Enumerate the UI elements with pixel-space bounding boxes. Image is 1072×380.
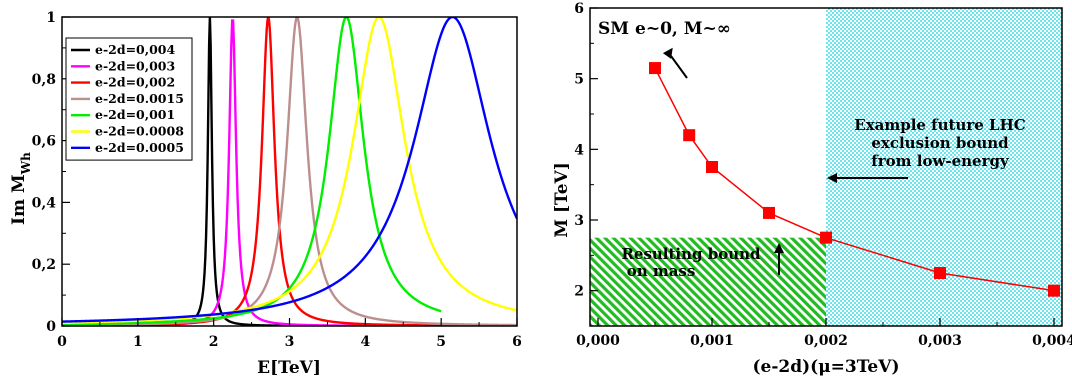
left-x-axis-label: E[TeV]: [257, 358, 321, 378]
right-x-tick-label: 0,002: [804, 333, 848, 349]
left-y-tick-label: 0,8: [32, 72, 56, 88]
left-y-axis-label: Im MWh: [9, 152, 33, 225]
left-legend-label: e-2d=0,003: [95, 58, 175, 73]
result-bound-line2: on mass: [627, 262, 696, 280]
right-x-tick-label: 0,000: [576, 333, 620, 349]
future-bound-line1: Example future LHC: [854, 116, 1025, 134]
right-y-tick-label: 4: [574, 142, 584, 158]
right-x-tick-label: 0,004: [1032, 333, 1072, 349]
left-x-tick-label: 2: [209, 334, 219, 350]
result-bound-line1: Resulting bound: [621, 245, 761, 263]
left-x-tick-label: 4: [360, 334, 370, 350]
left-y-tick-label: 0,2: [32, 257, 56, 273]
left-legend-label: e-2d=0.0005: [95, 140, 184, 155]
right-x-axis-label: (e-2d)(μ=3TeV): [753, 357, 900, 377]
right-data-point: [820, 231, 832, 244]
sm-annotation: SM e~0, M~∞: [598, 19, 731, 39]
right-data-point: [683, 129, 696, 142]
left-y-tick-label: 1: [46, 10, 56, 26]
sm-arrow: [662, 47, 688, 79]
resulting-bound-region: [590, 237, 826, 326]
left-legend-label: e-2d=0,004: [95, 42, 175, 57]
right-y-tick-label: 5: [574, 72, 584, 88]
right-chart: 0,000 0,001 0,002 0,003 0,004 2 3 4 5 6 M [TeV] (…: [552, 1, 1072, 377]
left-x-tick-label: 1: [133, 334, 143, 350]
left-chart: 0 1 2 3 4 5 6 0 0,2 0,4 0,6 0,8 1 Im MWh E[TeV] e-2d…: [9, 10, 522, 378]
left-legend-label: e-2d=0.0015: [95, 91, 184, 106]
left-legend-label: e-2d=0,002: [95, 75, 175, 90]
left-y-tick-label: 0,4: [32, 195, 57, 211]
left-x-tick-label: 6: [512, 334, 522, 350]
right-data-point: [763, 206, 775, 219]
right-data-point: [1048, 284, 1060, 297]
right-data-point: [934, 267, 946, 279]
up-arrow: [774, 243, 784, 275]
left-x-tick-label: 0: [57, 334, 67, 350]
left-arrow: [827, 173, 908, 183]
right-y-tick-label: 2: [574, 284, 584, 300]
right-data-point: [706, 161, 718, 173]
left-x-tick-label: 5: [436, 334, 446, 350]
left-legend-label: e-2d=0,001: [95, 107, 175, 122]
right-x-tick-label: 0,001: [690, 333, 734, 349]
left-y-tick-label: 0,6: [32, 134, 56, 150]
left-series-line: [62, 17, 442, 326]
left-x-tick-label: 3: [285, 334, 295, 350]
future-bound-line2: exclusion bound: [871, 134, 1009, 152]
left-legend-label: e-2d=0.0008: [95, 124, 184, 139]
right-y-tick-label: 6: [574, 1, 584, 17]
right-y-tick-label: 3: [574, 213, 584, 229]
right-data-point: [649, 62, 661, 75]
right-y-axis-label: M [TeV]: [552, 162, 572, 238]
left-y-tick-label: 0: [46, 319, 56, 335]
future-bound-line3: from low-energy: [871, 152, 1010, 170]
right-x-tick-label: 0,003: [918, 333, 962, 349]
